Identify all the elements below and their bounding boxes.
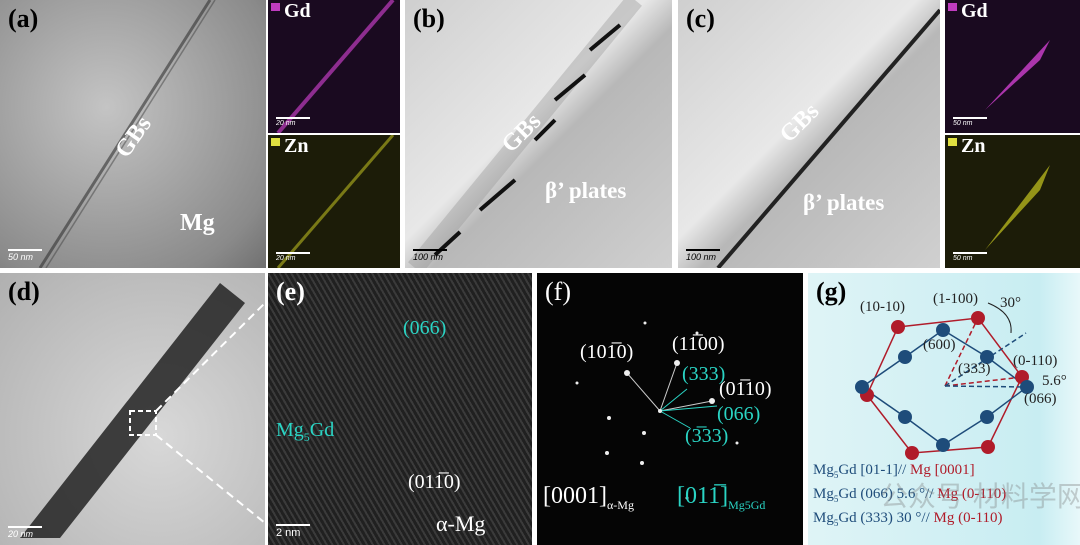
panel-d-tem-image: (d) 20 nm bbox=[0, 273, 265, 545]
phase-alpha-mg-label: α-Mg bbox=[436, 511, 486, 536]
blue-plane-label: (066) bbox=[1024, 391, 1057, 407]
zone-axis-mg5gd: [011̅]Mg5Gd bbox=[677, 483, 766, 512]
spot-label: (066) bbox=[717, 403, 761, 425]
eds-map-gd-c: Gd 50 nm bbox=[945, 0, 1080, 133]
angle-label: 5.6° bbox=[1042, 373, 1067, 389]
scale-bar: 2 nm bbox=[276, 524, 310, 539]
element-label: Zn bbox=[284, 135, 309, 157]
scale-bar: 100 nm bbox=[686, 249, 720, 262]
red-plane-label: (10-10) bbox=[860, 299, 905, 315]
panel-g-orientation-schematic: (g) (10-10) (1-100) (0-110) (600) (333) … bbox=[808, 273, 1080, 545]
element-label: Zn bbox=[961, 135, 986, 157]
element-label: Gd bbox=[284, 0, 311, 22]
eds-map-zn-a: Zn 20 nm bbox=[268, 135, 400, 268]
zone-axis-mg: [0001]α-Mg bbox=[543, 483, 634, 512]
panel-f-fft-pattern: (f) (101̅0) (11̅00) (01̅10) (333) (066) … bbox=[537, 273, 803, 545]
orientation-relation: Mg5Gd (333) 30 °// Mg (0-110) bbox=[813, 510, 1003, 528]
red-plane-label: (0-110) bbox=[1013, 353, 1058, 369]
color-swatch-icon bbox=[271, 138, 280, 146]
panel-b-tem-image: (b) GBs β’ plates 100 nm bbox=[405, 0, 672, 268]
plane-01-10-label: (011̅0) bbox=[408, 471, 461, 493]
panel-c-tem-image: (c) GBs β’ plates 100 nm bbox=[678, 0, 940, 268]
plane-066-label: (066) bbox=[403, 317, 447, 339]
spot-label: (01̅10) bbox=[719, 378, 772, 400]
spot-label: (3̅33) bbox=[685, 425, 729, 447]
panel-label: (f) bbox=[545, 277, 571, 306]
scale-bar: 100 nm bbox=[413, 249, 447, 262]
beta-plates-label: β’ plates bbox=[545, 178, 627, 203]
element-label: Gd bbox=[961, 0, 988, 22]
orientation-relation: Mg5Gd (066) 5.6 °// Mg (0-110) bbox=[813, 486, 1007, 504]
red-plane-label: (1-100) bbox=[933, 291, 978, 307]
panel-label: (b) bbox=[413, 4, 445, 33]
color-swatch-icon bbox=[948, 3, 957, 11]
scale-bar: 20 nm bbox=[276, 252, 310, 262]
phase-mg5gd-label: Mg5Gd bbox=[276, 419, 335, 444]
color-swatch-icon bbox=[271, 3, 280, 11]
scale-bar: 50 nm bbox=[953, 117, 987, 127]
mg-label: Mg bbox=[180, 210, 215, 236]
eds-map-gd-a: Gd 20 nm bbox=[268, 0, 400, 133]
scale-bar: 20 nm bbox=[276, 117, 310, 127]
blue-plane-label: (333) bbox=[958, 361, 991, 377]
eds-map-zn-c: Zn 50 nm bbox=[945, 135, 1080, 268]
spot-label: (101̅0) bbox=[580, 341, 634, 363]
scale-bar: 50 nm bbox=[8, 249, 42, 262]
panel-label: (d) bbox=[8, 277, 40, 306]
panel-a-tem-image: (a) GBs Mg 50 nm bbox=[0, 0, 266, 268]
scale-bar: 20 nm bbox=[8, 526, 42, 539]
spot-label: (333) bbox=[682, 363, 726, 385]
panel-label: (g) bbox=[816, 277, 847, 306]
panel-e-hrtem-image: (e) (066) Mg5Gd (011̅0) α-Mg 2 nm bbox=[268, 273, 532, 545]
beta-plates-label: β’ plates bbox=[803, 190, 885, 215]
scale-bar: 50 nm bbox=[953, 252, 987, 262]
blue-plane-label: (600) bbox=[923, 337, 956, 353]
spot-label: (11̅00) bbox=[672, 333, 725, 355]
orientation-relation: Mg5Gd [01-1]// Mg [0001] bbox=[813, 462, 975, 480]
panel-label: (a) bbox=[8, 4, 39, 33]
panel-label: (c) bbox=[686, 4, 715, 33]
color-swatch-icon bbox=[948, 138, 957, 146]
panel-label: (e) bbox=[276, 277, 305, 306]
angle-label: 30° bbox=[1000, 295, 1021, 311]
watermark: 公众号·材料学网 bbox=[880, 480, 1080, 513]
